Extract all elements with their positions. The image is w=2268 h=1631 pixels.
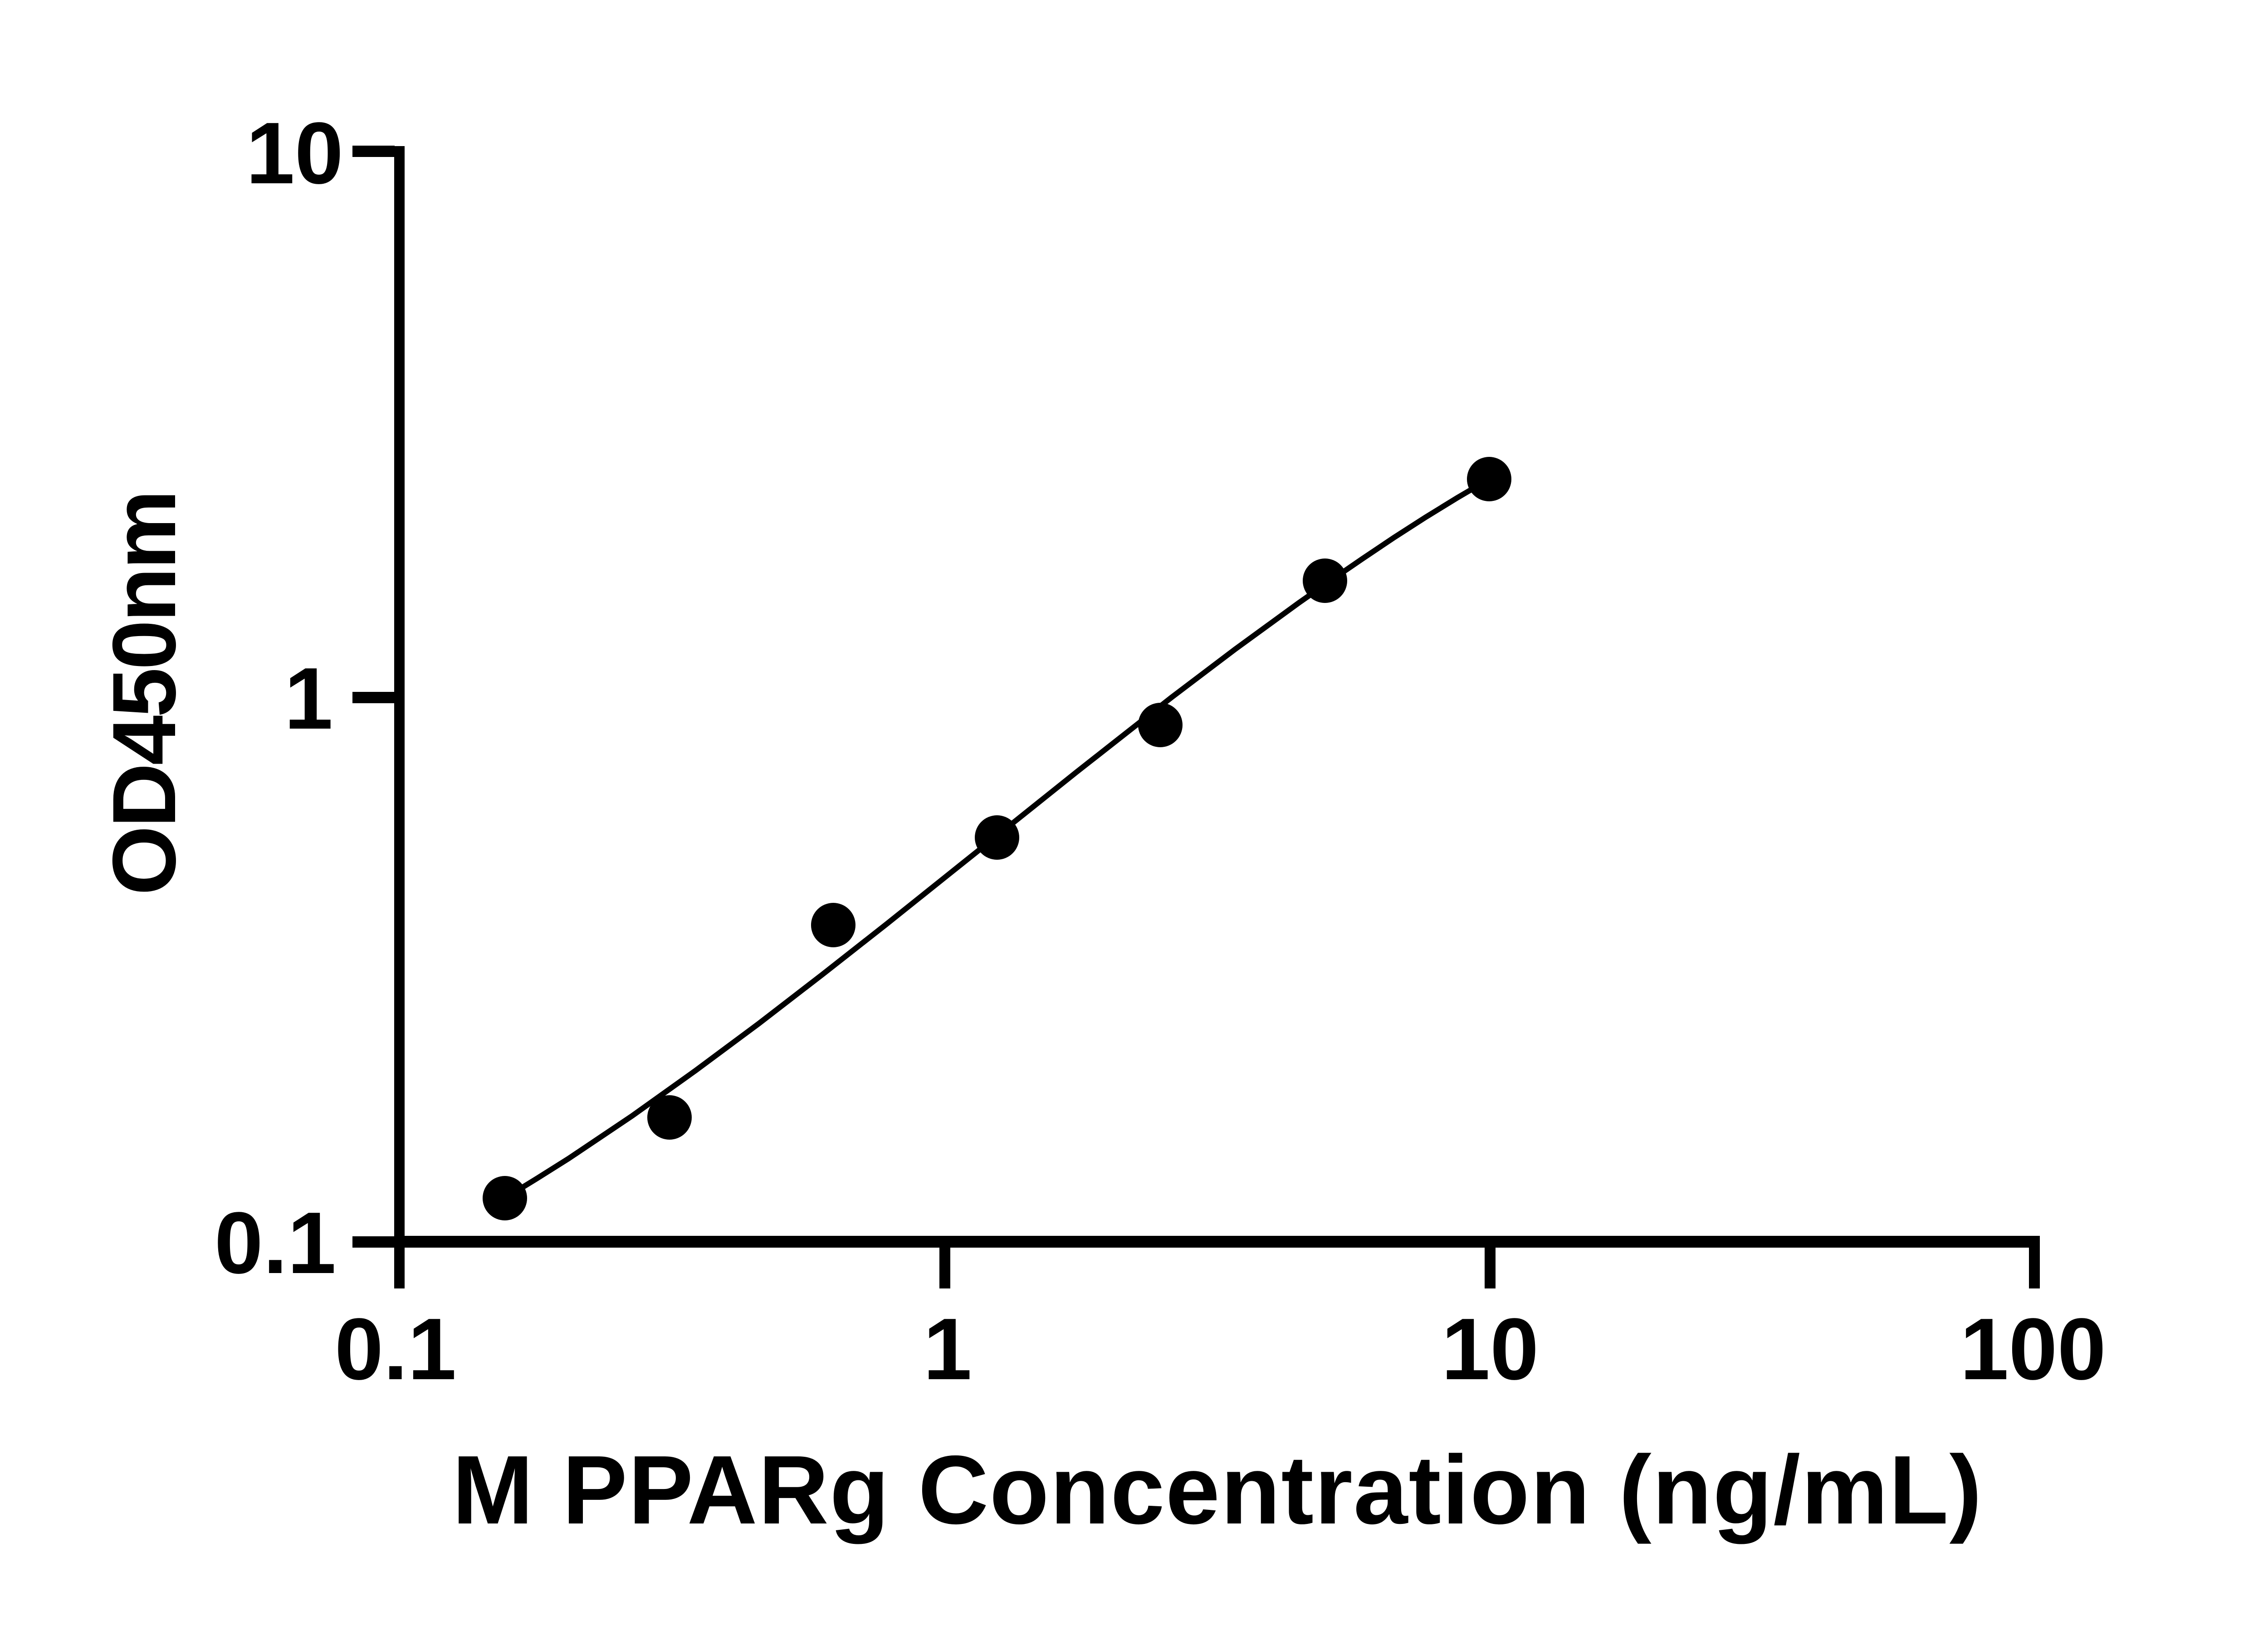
svg-text:10: 10 — [1442, 1300, 1539, 1398]
svg-text:0.1: 0.1 — [335, 1300, 456, 1398]
svg-text:M PPARg Concentration (ng/mL): M PPARg Concentration (ng/mL) — [452, 1435, 1983, 1544]
svg-text:100: 100 — [1960, 1300, 2106, 1398]
svg-text:1: 1 — [284, 649, 333, 747]
svg-text:OD450nm: OD450nm — [94, 492, 194, 895]
svg-text:10: 10 — [246, 104, 343, 202]
svg-text:0.1: 0.1 — [215, 1194, 336, 1292]
svg-text:1: 1 — [923, 1300, 972, 1398]
